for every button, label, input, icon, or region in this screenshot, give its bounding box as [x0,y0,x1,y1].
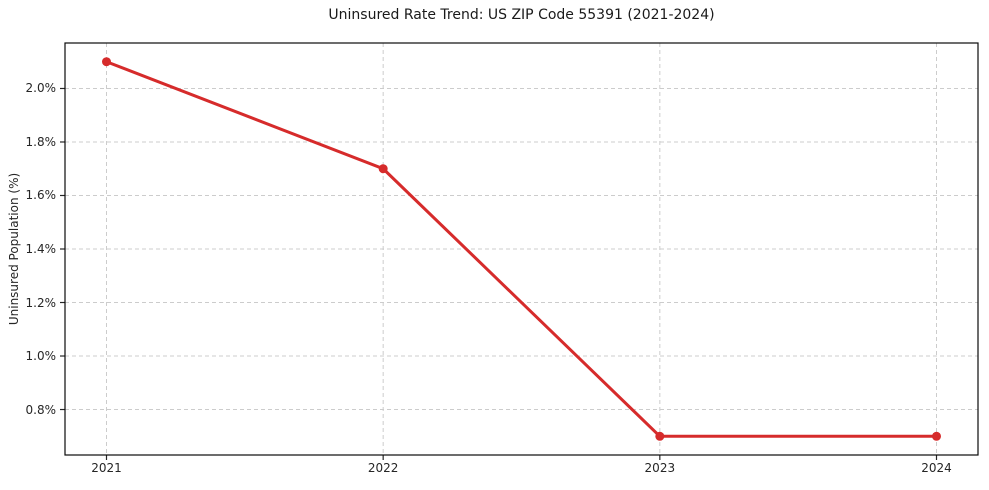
y-tick-label: 1.4% [25,242,57,256]
data-point-marker [932,431,941,441]
data-point-marker [655,431,665,441]
x-tick-label: 2022 [367,461,399,475]
data-point-marker [102,57,111,67]
y-tick-label: 1.6% [25,188,57,203]
data-point-marker [378,164,388,174]
plot-border [64,42,979,456]
chart-title: Uninsured Rate Trend: US ZIP Code 55391 … [328,7,715,23]
y-tick-label: 0.8% [25,402,57,417]
y-tick-label: 1.8% [25,134,57,149]
x-tick-label: 2024 [921,461,952,475]
x-tick-label: 2023 [644,461,676,475]
y-tick-label: 2.0% [25,81,57,96]
x-tick-label: 2021 [91,461,122,475]
y-tick-label: 1.2% [25,295,57,310]
trend-line [105,60,938,438]
y-tick-label: 1.0% [25,349,57,363]
